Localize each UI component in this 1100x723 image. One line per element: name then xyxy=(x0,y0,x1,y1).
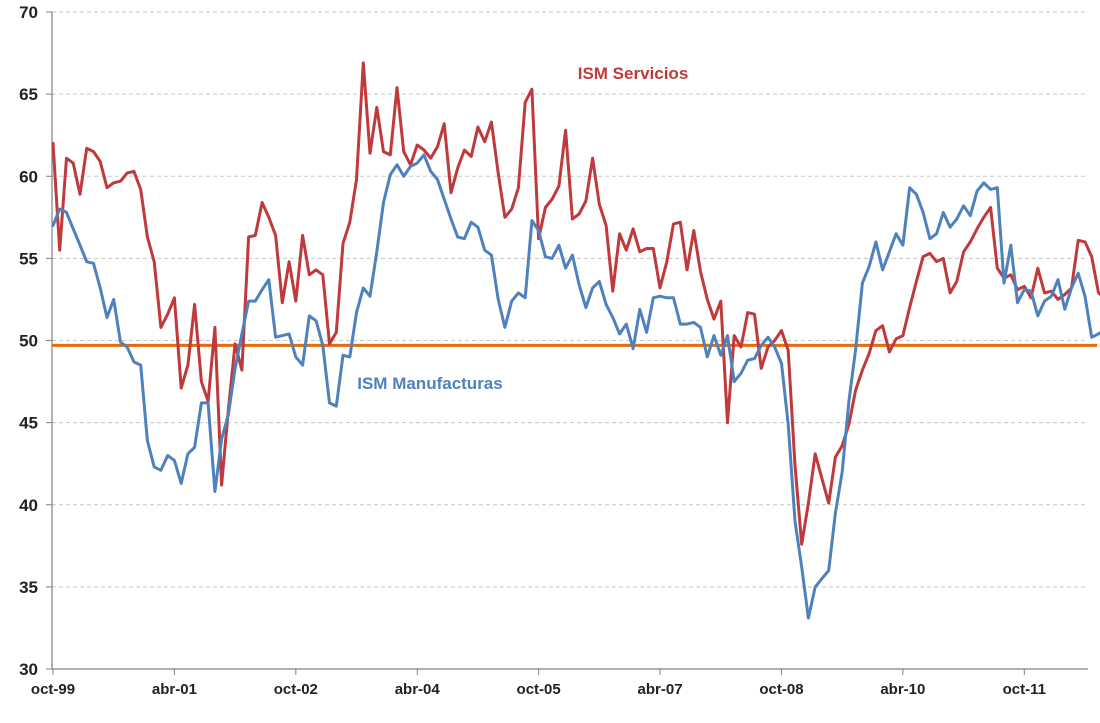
y-tick-label: 30 xyxy=(19,660,38,679)
x-tick-label: oct-11 xyxy=(1003,681,1046,698)
series-line-ism-manufacturas xyxy=(51,153,1100,620)
x-axis-ticks: oct-99 abr-01 oct-02 abr-04 oct-05 abr-07 oct-… xyxy=(31,681,1046,698)
x-tick-label: oct-08 xyxy=(759,681,803,698)
x-tick-label: oct-02 xyxy=(274,681,318,698)
y-tick-label: 45 xyxy=(19,414,38,433)
axes xyxy=(46,11,1088,675)
y-tick-label: 70 xyxy=(19,3,38,22)
series-line-ism-servicios xyxy=(51,61,1100,546)
y-tick-label: 60 xyxy=(19,167,38,186)
y-tick-label: 55 xyxy=(19,249,38,268)
x-tick-label: abr-01 xyxy=(152,681,197,698)
y-tick-label: 65 xyxy=(19,85,38,104)
x-tick-label: oct-05 xyxy=(517,681,561,698)
y-tick-label: 40 xyxy=(19,496,38,515)
x-tick-label: abr-07 xyxy=(638,681,683,698)
series-label-servicios: ISM Servicios xyxy=(578,64,689,83)
series-group xyxy=(51,61,1100,620)
gridlines xyxy=(52,11,1088,588)
y-tick-label: 35 xyxy=(19,578,38,597)
y-tick-label: 50 xyxy=(19,332,38,351)
x-tick-label: oct-99 xyxy=(31,681,75,698)
y-axis-ticks: 30 35 40 45 50 55 60 65 70 xyxy=(19,3,38,679)
x-tick-label: abr-10 xyxy=(880,681,925,698)
series-label-manufacturas: ISM Manufacturas xyxy=(357,374,502,393)
x-tick-label: abr-04 xyxy=(395,681,441,698)
